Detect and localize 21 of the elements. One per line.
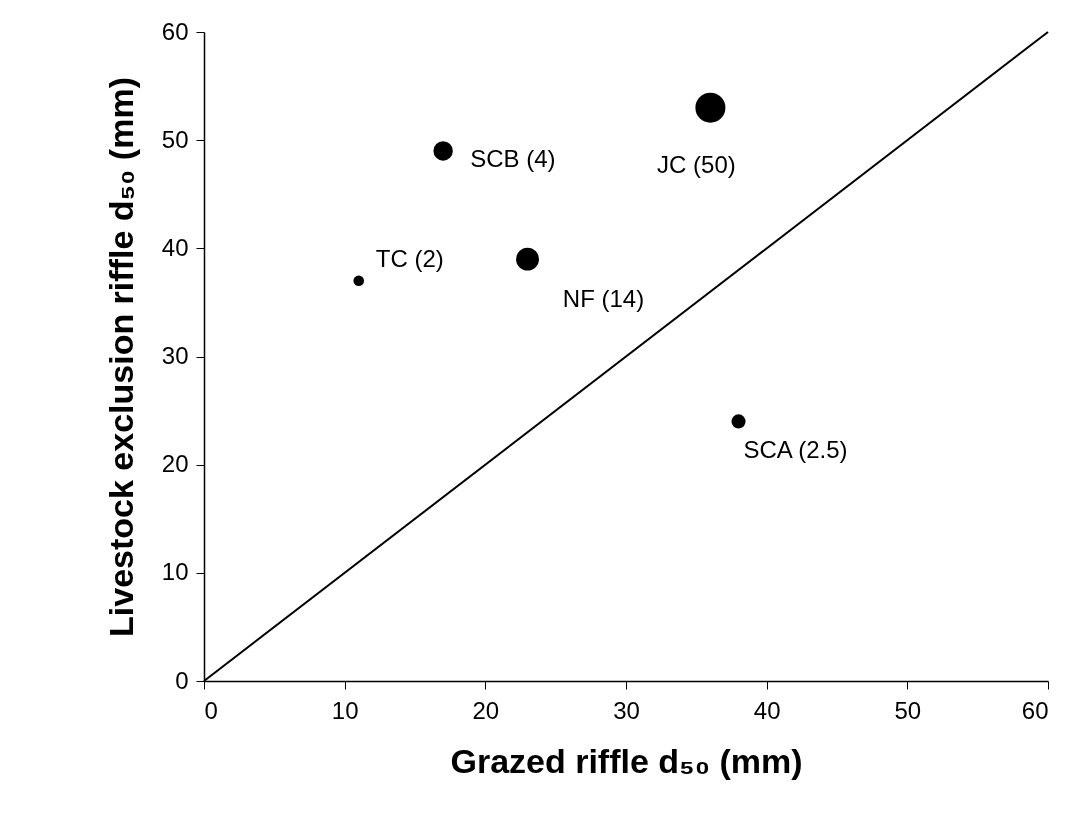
x-tick-label: 50 (894, 696, 922, 724)
y-tick-label: 40 (161, 233, 189, 261)
x-tick-label: 40 (753, 696, 781, 724)
y-tick-label: 10 (161, 558, 189, 586)
x-tick-label: 10 (331, 696, 359, 724)
x-axis-title: Grazed riffle d₅₀ (mm) (450, 741, 803, 780)
annotation: TC (2) (375, 244, 444, 272)
y-tick-label: 20 (161, 450, 189, 478)
y-tick-label: 50 (161, 125, 189, 153)
annotation: SCA (2.5) (743, 436, 848, 464)
x-tick-label: 0 (204, 696, 218, 724)
annotation: JC (50) (657, 150, 736, 178)
x-tick-label: 60 (1021, 696, 1049, 724)
y-axis-title: Livestock exclusion riffle d₅₀ (mm) (101, 77, 140, 637)
x-tick-label: 30 (613, 696, 640, 724)
annotation: SCB (4) (470, 144, 556, 172)
x-tick-label: 20 (472, 696, 500, 724)
y-tick-label: 0 (175, 666, 189, 694)
y-tick-label: 30 (161, 342, 189, 369)
annotation: NF (14) (562, 285, 645, 313)
y-tick-label: 60 (161, 17, 189, 45)
